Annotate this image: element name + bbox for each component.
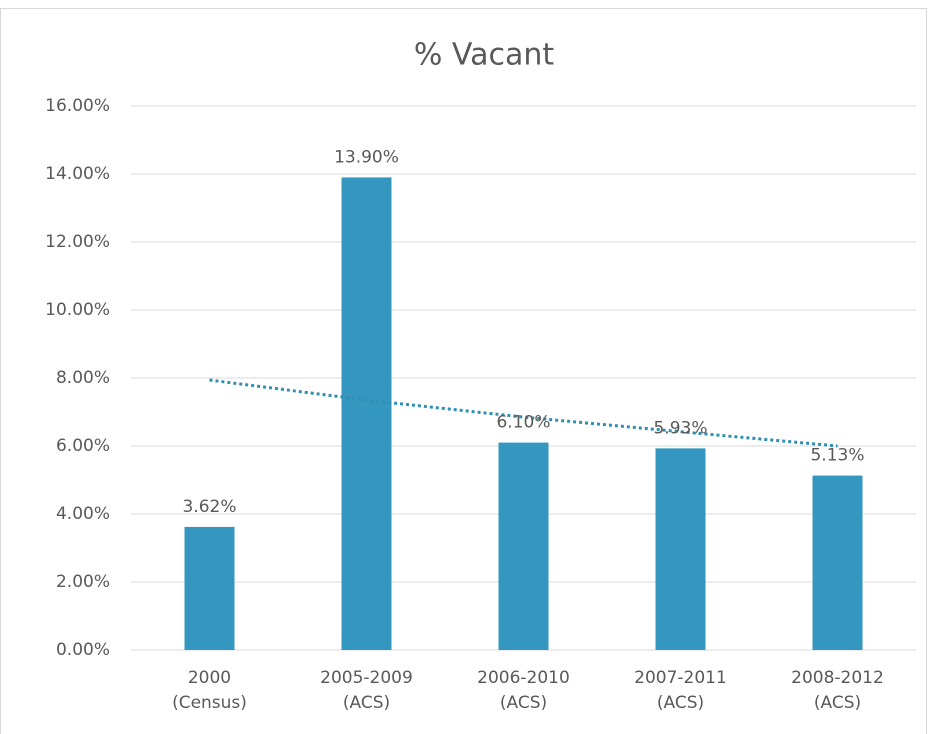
x-tick-label: 2000: [188, 668, 231, 688]
y-tick-label: 6.00%: [56, 436, 110, 456]
y-tick-label: 12.00%: [45, 232, 110, 252]
x-tick-label: (ACS): [657, 693, 704, 713]
bar: [184, 526, 235, 650]
y-tick-label: 2.00%: [56, 572, 110, 592]
x-tick-label: (ACS): [814, 693, 861, 713]
data-label: 6.10%: [496, 413, 550, 433]
bar: [341, 177, 392, 650]
chart-border: [0, 8, 927, 734]
data-label: 3.62%: [182, 497, 236, 517]
x-tick-label: (ACS): [500, 693, 547, 713]
y-tick-label: 10.00%: [45, 300, 110, 320]
y-tick-label: 8.00%: [56, 368, 110, 388]
data-label: 5.93%: [653, 418, 707, 438]
y-tick-label: 0.00%: [56, 640, 110, 660]
x-tick-label: 2008-2012: [791, 668, 884, 688]
y-tick-label: 14.00%: [45, 164, 110, 184]
bar: [812, 475, 863, 650]
x-tick-label: (ACS): [343, 693, 390, 713]
x-tick-label: 2006-2010: [477, 668, 570, 688]
y-tick-label: 4.00%: [56, 504, 110, 524]
y-tick-label: 16.00%: [45, 96, 110, 116]
chart-title: % Vacant: [414, 38, 555, 73]
data-label: 5.13%: [810, 446, 864, 466]
x-tick-label: 2007-2011: [634, 668, 727, 688]
bar: [655, 448, 706, 650]
data-label: 13.90%: [334, 147, 399, 167]
x-tick-label: 2005-2009: [320, 668, 413, 688]
x-tick-label: (Census): [172, 693, 247, 713]
bar: [498, 442, 549, 650]
